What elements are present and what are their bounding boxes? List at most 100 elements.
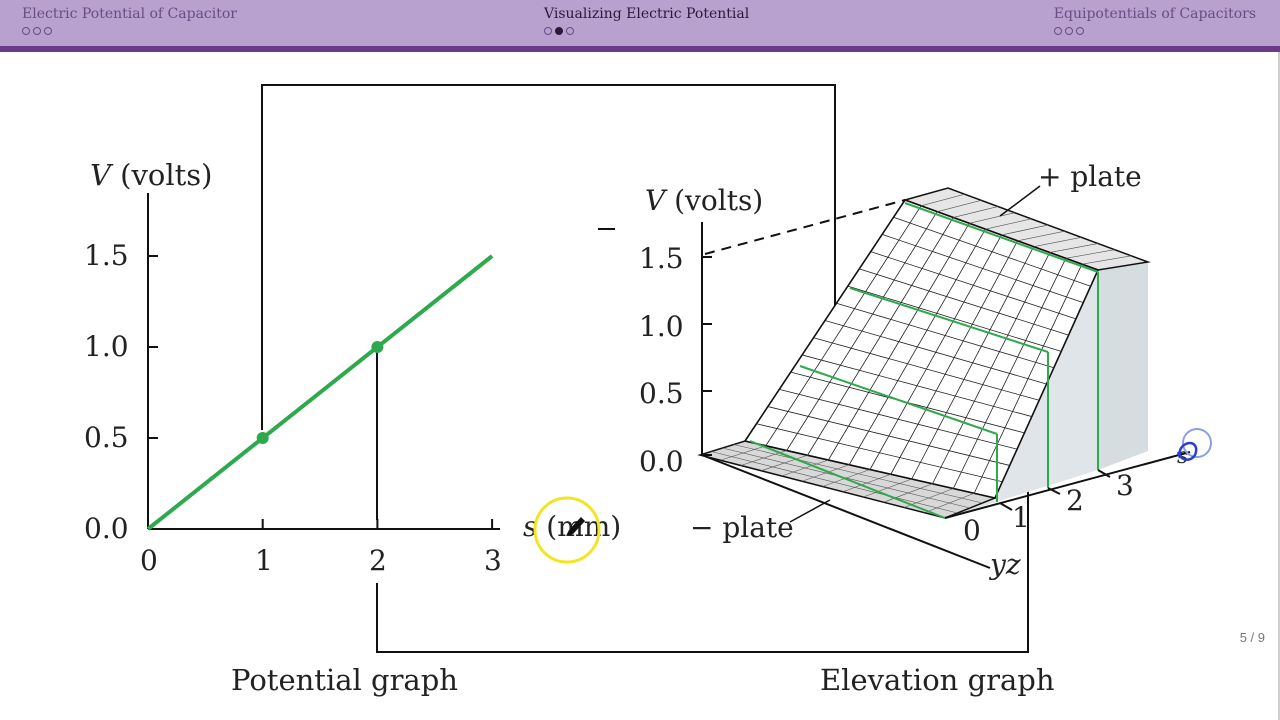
right-s-tick-marks	[999, 469, 1111, 511]
grid-line	[973, 263, 1083, 494]
header-divider	[0, 46, 1280, 52]
ramp-side-face	[1098, 262, 1148, 470]
minus-plate-label: − plate	[690, 511, 794, 544]
grid-line	[1033, 237, 1082, 247]
grid-line	[924, 492, 975, 514]
right-y-tick-label: 0.5	[639, 377, 684, 410]
grid-line	[765, 205, 922, 446]
left-y-tick-label: 0.0	[84, 512, 129, 545]
page-number: 5 / 9	[1239, 630, 1265, 645]
left-x-tick-marks	[261, 519, 494, 529]
right-y-tick-marks	[702, 256, 712, 456]
grid-line	[801, 464, 850, 482]
grid-line	[807, 217, 954, 456]
data-point	[256, 432, 269, 444]
nav-dot[interactable]	[22, 27, 30, 35]
connector-line-top	[261, 84, 836, 430]
grid-line	[1017, 230, 1065, 242]
grid-line	[953, 206, 999, 218]
nav-dot[interactable]	[1064, 27, 1073, 35]
grid-line	[848, 228, 986, 465]
grid-line	[969, 212, 1015, 224]
grid-line	[863, 478, 912, 498]
right-s-tick-label: 1	[1012, 501, 1030, 534]
left-y-axis-label: V (volts)	[90, 158, 212, 192]
nav-section-title[interactable]: Electric Potential of Capacitor	[22, 6, 237, 22]
left-y-tick-label: 0.5	[84, 421, 129, 454]
grid-line	[921, 193, 965, 207]
nav-section-title[interactable]: Equipotentials of Capacitors	[1053, 6, 1256, 22]
left-y-tick-label: 1.0	[84, 330, 129, 363]
nav-dot[interactable]	[566, 27, 574, 35]
cursor-highlight-ring	[533, 496, 601, 564]
grid-line	[883, 483, 933, 503]
potential-graph: V (volts) 1.5 1.0 0.5 0.0 0 1 2 3 s (mm)…	[84, 158, 621, 697]
left-x-tick-label: 2	[369, 544, 387, 577]
grid-line	[1049, 243, 1099, 253]
potential-line	[146, 254, 494, 531]
nav-section-next[interactable]: Equipotentials of Capacitors	[1053, 6, 1256, 35]
grid-line	[1081, 255, 1132, 265]
right-y-tick-label: 1.5	[639, 242, 684, 275]
left-x-tick-label: 1	[255, 544, 273, 577]
right-yz-axis	[701, 454, 991, 569]
nav-dot[interactable]	[1075, 27, 1084, 35]
grid-line	[869, 234, 1002, 470]
annotation-ink-stroke	[1176, 441, 1198, 461]
left-x-tick-label: 0	[140, 544, 158, 577]
plus-plate-label: + plate	[1038, 160, 1142, 193]
grid-line	[781, 459, 829, 477]
annotation-circle	[1182, 428, 1212, 458]
nav-dot-current[interactable]	[555, 27, 563, 35]
grid-line	[890, 240, 1018, 475]
nav-section-title[interactable]: Visualizing Electric Potential	[544, 6, 750, 22]
right-y-tick-label: 0.0	[639, 445, 684, 478]
equipotential-lines	[749, 202, 1099, 519]
grid-line	[985, 218, 1032, 230]
elevation-graph-caption: Elevation graph	[820, 663, 1055, 697]
left-x-tick-label: 3	[484, 544, 502, 577]
nav-dot[interactable]	[33, 27, 41, 35]
yz-axis-label: yz	[988, 548, 1021, 581]
grid-line	[827, 223, 970, 461]
grid-line	[937, 200, 982, 212]
right-s-tick-label: 0	[963, 514, 981, 547]
right-s-axis	[944, 451, 1191, 519]
grid-line	[842, 473, 891, 493]
nav-section-dots	[1053, 27, 1256, 35]
left-y-tick-marks	[148, 255, 158, 530]
nav-section-dots	[22, 27, 237, 35]
s-axis-label: s	[1177, 444, 1188, 469]
minus-plate-leader	[789, 499, 831, 523]
data-point	[371, 341, 384, 353]
grid-line	[1065, 249, 1115, 259]
left-y-tick-label: 1.5	[84, 239, 129, 272]
grid-line	[911, 246, 1035, 480]
grid-line	[952, 258, 1067, 489]
dashed-height-guide	[704, 199, 906, 255]
right-y-tick-label: 1.0	[639, 310, 684, 343]
pen-cursor-icon[interactable]	[566, 517, 585, 536]
grid-line	[1001, 224, 1049, 236]
grid-line	[932, 252, 1051, 484]
slide-edge	[1278, 52, 1280, 720]
right-s-tick-label: 2	[1066, 484, 1084, 517]
right-y-axis-label: V (volts)	[645, 184, 763, 217]
grid-line	[720, 445, 766, 461]
grid-line	[786, 211, 938, 451]
connector-lines	[261, 84, 1029, 653]
grid-line	[761, 454, 808, 472]
nav-section-prev[interactable]: Electric Potential of Capacitor	[22, 6, 237, 35]
ramp-grid	[756, 205, 1091, 494]
nav-dot[interactable]	[1053, 27, 1062, 35]
connector-line-bottom	[376, 352, 1029, 653]
presentation-header	[0, 0, 1280, 46]
right-s-tick-label: 3	[1116, 469, 1134, 502]
nav-section-current[interactable]: Visualizing Electric Potential	[544, 6, 749, 35]
nav-dot[interactable]	[544, 27, 552, 35]
potential-graph-caption: Potential graph	[231, 663, 458, 697]
nav-dot[interactable]	[44, 27, 52, 35]
elevation-graph: V (volts) 1.5 1.0 0.5 0.0 0 1 2 3 + plat…	[598, 160, 1191, 697]
nav-section-dots	[544, 27, 749, 35]
